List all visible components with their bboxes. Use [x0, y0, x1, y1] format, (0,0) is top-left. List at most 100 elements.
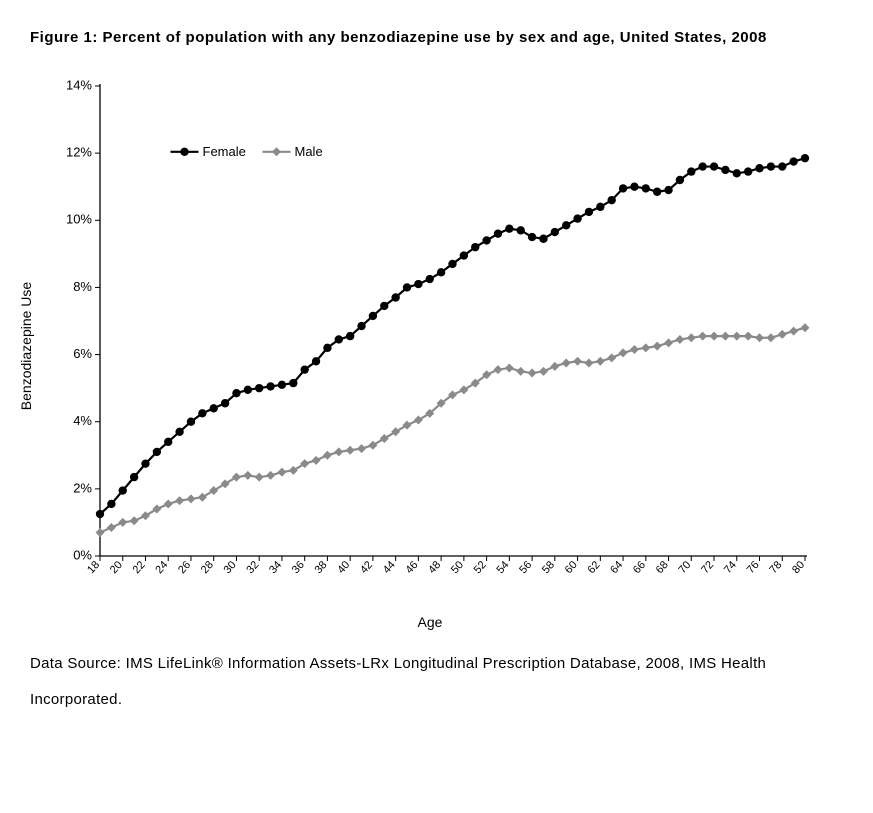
series-marker-male [209, 486, 218, 495]
x-tick-label: 26 [176, 559, 193, 576]
x-tick-label: 60 [563, 559, 580, 576]
x-tick-label: 74 [722, 559, 739, 576]
x-tick-label: 76 [745, 559, 762, 576]
series-marker-female [437, 268, 445, 276]
series-marker-male [493, 365, 502, 374]
series-marker-male [619, 348, 628, 357]
series-marker-female [380, 302, 388, 310]
series-line-male [100, 328, 805, 533]
series-marker-female [664, 186, 672, 194]
y-tick-label: 2% [73, 480, 92, 495]
series-marker-male [721, 332, 730, 341]
y-tick-label: 10% [66, 212, 92, 227]
series-marker-male [607, 353, 616, 362]
series-marker-female [596, 203, 604, 211]
series-marker-female [198, 409, 206, 417]
x-tick-label: 34 [267, 559, 284, 576]
series-marker-female [323, 344, 331, 352]
series-marker-female [676, 176, 684, 184]
y-tick-label: 8% [73, 279, 92, 294]
y-tick-label: 0% [73, 547, 92, 562]
series-marker-male [573, 357, 582, 366]
x-tick-label: 72 [699, 559, 716, 576]
x-tick-label: 62 [585, 559, 602, 576]
x-tick-label: 58 [540, 559, 557, 576]
series-marker-female [414, 280, 422, 288]
series-marker-female [698, 162, 706, 170]
x-tick-label: 66 [631, 559, 648, 576]
series-marker-female [312, 357, 320, 365]
y-tick-label: 14% [66, 77, 92, 92]
series-marker-female [141, 459, 149, 467]
series-marker-male [96, 528, 105, 537]
series-marker-female [517, 226, 525, 234]
series-marker-male [630, 345, 639, 354]
series-marker-female [232, 389, 240, 397]
series-marker-male [596, 357, 605, 366]
x-tick-label: 40 [335, 559, 352, 576]
series-marker-female [369, 312, 377, 320]
series-marker-female [528, 233, 536, 241]
series-marker-female [278, 381, 286, 389]
series-marker-female [187, 418, 195, 426]
legend: FemaleMale [171, 144, 323, 159]
data-source-note: Data Source: IMS LifeLink® Information A… [30, 646, 843, 718]
series-marker-male [243, 471, 252, 480]
series-marker-female [130, 473, 138, 481]
series-marker-male [368, 441, 377, 450]
series-marker-male [459, 385, 468, 394]
series-marker-male [766, 333, 775, 342]
series-marker-female [391, 293, 399, 301]
series-marker-male [801, 323, 810, 332]
series-marker-female [539, 235, 547, 243]
x-tick-label: 42 [358, 559, 375, 576]
x-axis-label: Age [418, 614, 443, 630]
x-tick-label: 78 [767, 559, 784, 576]
series-marker-female [551, 228, 559, 236]
x-tick-label: 24 [153, 559, 170, 576]
series-marker-male [198, 493, 207, 502]
x-tick-label: 50 [449, 559, 466, 576]
series-marker-female [471, 243, 479, 251]
series-marker-female [755, 164, 763, 172]
series-marker-female [789, 157, 797, 165]
x-tick-label: 64 [608, 559, 625, 576]
x-tick-label: 38 [313, 559, 330, 576]
series-marker-female [119, 486, 127, 494]
series-marker-male [539, 367, 548, 376]
series-marker-male [528, 369, 537, 378]
series-marker-female [687, 167, 695, 175]
series-marker-male [289, 466, 298, 475]
x-tick-label: 20 [108, 559, 125, 576]
series-marker-male [710, 332, 719, 341]
series-marker-male [641, 343, 650, 352]
series-marker-female [767, 162, 775, 170]
x-tick-label: 46 [404, 559, 421, 576]
series-marker-female [642, 184, 650, 192]
series-marker-male [107, 523, 116, 532]
series-marker-male [152, 505, 161, 514]
series-marker-male [778, 330, 787, 339]
series-marker-male [164, 499, 173, 508]
series-marker-male [755, 333, 764, 342]
y-tick-label: 4% [73, 413, 92, 428]
series-marker-female [164, 438, 172, 446]
line-chart: 0%2%4%6%8%10%12%14%182022242628303234363… [40, 66, 820, 626]
series-marker-male [664, 338, 673, 347]
series-marker-female [153, 448, 161, 456]
x-tick-label: 44 [381, 559, 398, 576]
series-marker-male [744, 332, 753, 341]
series-marker-male [334, 447, 343, 456]
series-marker-female [210, 404, 218, 412]
figure-page: Figure 1: Percent of population with any… [0, 0, 873, 813]
x-tick-label: 28 [199, 559, 216, 576]
series-marker-female [733, 169, 741, 177]
series-marker-male [277, 468, 286, 477]
series-marker-female [266, 382, 274, 390]
series-marker-male [300, 459, 309, 468]
series-marker-male [186, 494, 195, 503]
x-tick-label: 80 [790, 559, 807, 576]
series-marker-male [698, 332, 707, 341]
series-marker-female [630, 183, 638, 191]
y-axis-label: Benzodiazepine Use [18, 282, 34, 410]
